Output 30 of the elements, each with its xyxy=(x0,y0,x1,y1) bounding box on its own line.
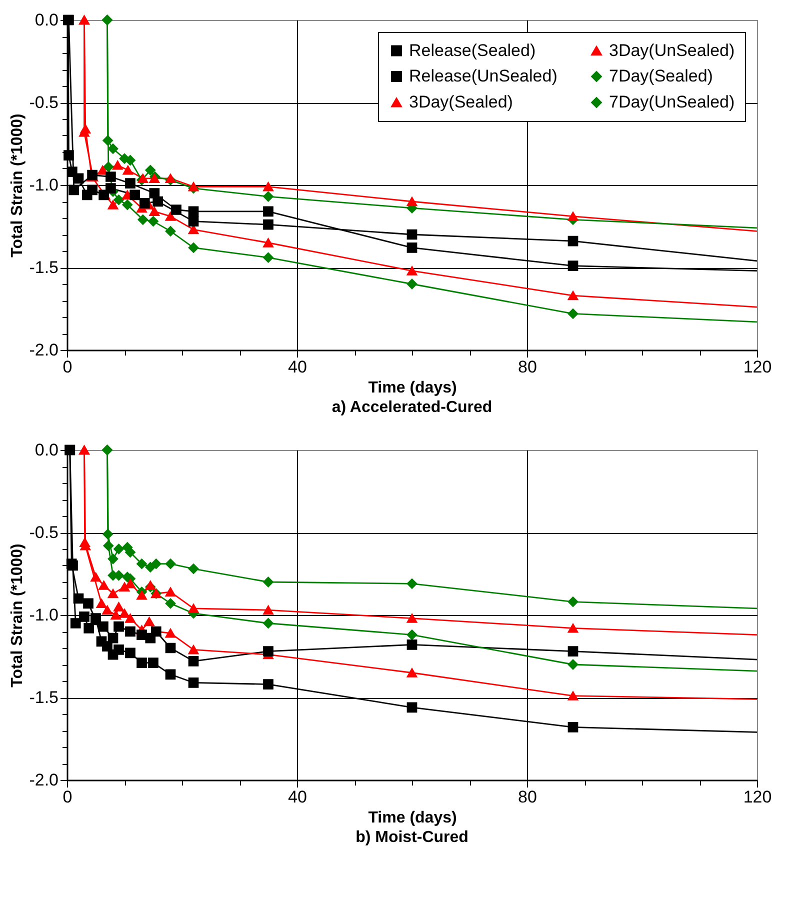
text: a) Accelerated-Cured xyxy=(332,399,492,416)
x-tick-label: 120 xyxy=(743,788,772,806)
y-tick-label: -0.5 xyxy=(29,523,58,542)
text: b) Moist-Cured xyxy=(356,829,468,846)
x-tick-label: 40 xyxy=(288,788,307,806)
y-tick-label: -1.0 xyxy=(29,176,58,194)
x-tick-label: 0 xyxy=(62,358,72,376)
legend-label: 7Day(Sealed) xyxy=(609,66,713,86)
legend-label: Release(UnSealed) xyxy=(409,66,558,86)
legend-label: 3Day(UnSealed) xyxy=(609,40,735,60)
y-tick-label: 0.0 xyxy=(34,10,58,30)
y-axis-title: Total Strain (*1000) xyxy=(9,114,26,258)
legend-label: Release(Sealed) xyxy=(409,40,536,60)
y-tick-label: -2.0 xyxy=(29,770,58,790)
y-tick-label: -0.5 xyxy=(29,93,58,112)
y-tick-label: 0.0 xyxy=(34,440,58,460)
x-axis-title: Time (days) xyxy=(368,380,457,396)
x-tick-label: 120 xyxy=(743,358,772,376)
legend-label: 7Day(UnSealed) xyxy=(609,92,735,112)
x-tick-label: 80 xyxy=(518,358,537,376)
y-tick-label: -2.0 xyxy=(29,340,58,360)
x-tick-label: 40 xyxy=(288,358,307,376)
y-tick-label: -1.5 xyxy=(29,258,58,277)
x-tick-label: 80 xyxy=(518,788,537,806)
y-axis-title: Total Strain (*1000) xyxy=(9,544,26,688)
y-tick-label: -1.5 xyxy=(29,688,58,707)
x-axis-title: Time (days) xyxy=(368,810,457,826)
y-tick-label: -1.0 xyxy=(29,606,58,624)
x-tick-label: 0 xyxy=(62,788,72,806)
legend-label: 3Day(Sealed) xyxy=(409,92,513,112)
